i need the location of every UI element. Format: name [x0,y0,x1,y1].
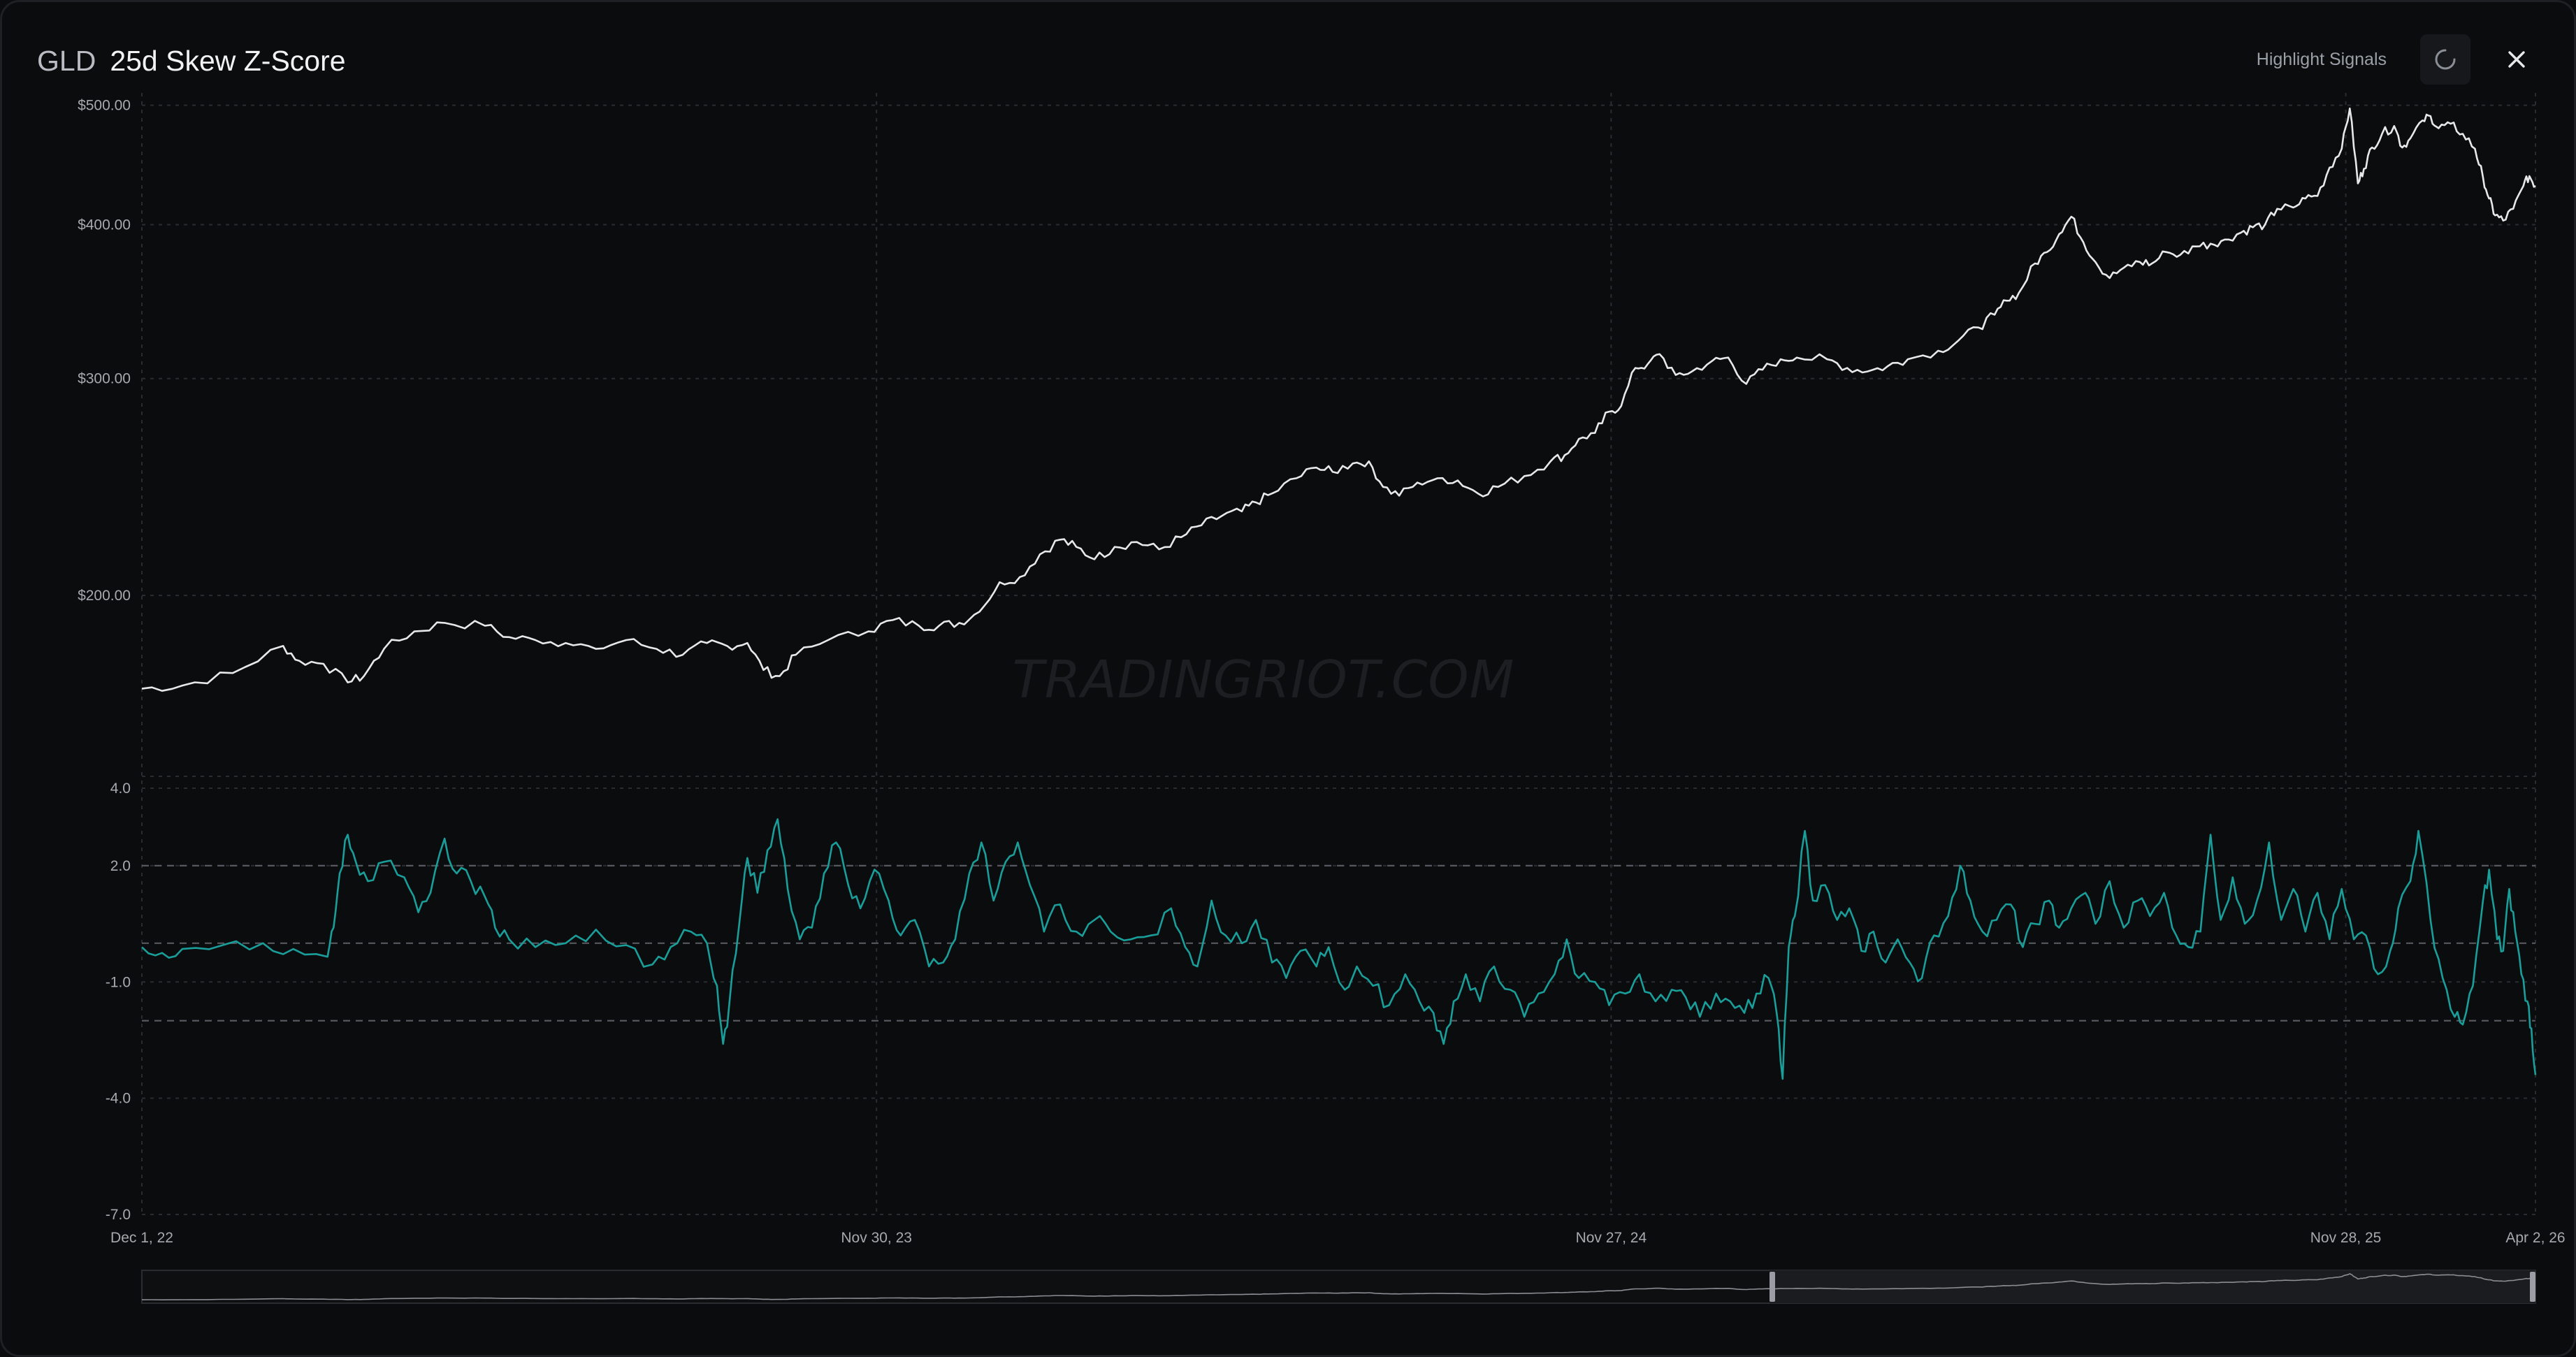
navigator-handle-left[interactable] [1770,1272,1775,1302]
zscore-series-line [141,818,2537,1080]
x-tick-label: Nov 27, 24 [1576,1230,1647,1246]
chart-title: 25d Skew Z-Score [110,45,346,77]
close-button[interactable] [2497,40,2536,79]
x-tick-label: Nov 28, 25 [2310,1230,2382,1246]
price-tick-label: $300.00 [78,371,131,387]
zscore-tick-label: 2.0 [110,858,131,874]
x-tick-label: Apr 2, 26 [2505,1230,2565,1246]
navigator-handle-right[interactable] [2530,1272,2535,1302]
price-tick-label: $200.00 [78,588,131,604]
price-tick-label: $500.00 [78,98,131,114]
range-navigator[interactable] [141,1270,2536,1304]
refresh-icon [2435,49,2456,70]
price-y-axis: $200.00 $300.00 $400.00 $500.00 [78,98,131,604]
close-icon [2508,51,2525,68]
zscore-tick-label: -1.0 [106,974,131,990]
refresh-button[interactable] [2420,34,2470,85]
x-tick-label: Dec 1, 22 [110,1230,173,1246]
zscore-tick-label: -4.0 [106,1091,131,1107]
x-axis: Dec 1, 22 Nov 30, 23 Nov 27, 24 Nov 28, 25 A… [110,1230,2566,1246]
chart-heading: GLD 25d Skew Z-Score [37,41,346,80]
zscore-tick-label: 4.0 [110,781,131,797]
chart-header: GLD 25d Skew Z-Score Highlight Signals [2,2,2574,121]
zscore-y-axis: 4.0 2.0 -1.0 -4.0 -7.0 [106,781,131,1223]
price-tick-label: $400.00 [78,217,131,233]
zscore-tick-label: -7.0 [106,1207,131,1223]
watermark: TRADINGRIOT.COM [1013,650,1515,710]
header-controls: Highlight Signals [2257,34,2536,85]
x-tick-label: Nov 30, 23 [841,1230,912,1246]
highlight-signals-button[interactable]: Highlight Signals [2256,49,2387,69]
price-series-line [141,107,2536,692]
grid-layer [141,93,2536,1215]
navigator-mini-line [141,1273,2536,1301]
ticker-symbol: GLD [37,45,96,77]
